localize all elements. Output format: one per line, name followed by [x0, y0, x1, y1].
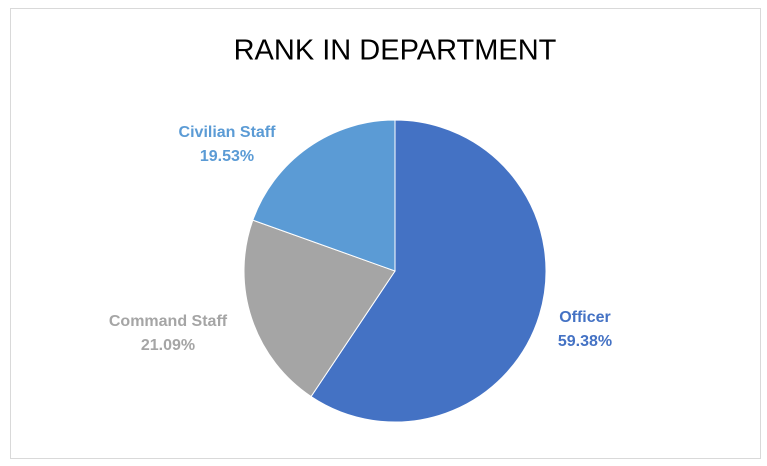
chart-title: RANK IN DEPARTMENT	[234, 35, 557, 67]
slice-label: Command Staff	[109, 313, 228, 330]
slice-label: Civilian Staff	[179, 124, 277, 141]
pie-slice	[310, 119, 547, 423]
slice-value-label: 21.09%	[141, 337, 195, 354]
pie-slice	[252, 119, 396, 272]
slice-value-label: 19.53%	[200, 148, 254, 165]
slice-value-label: 59.38%	[558, 333, 612, 350]
pie-slice	[243, 219, 396, 398]
slice-label: Officer	[559, 309, 611, 326]
